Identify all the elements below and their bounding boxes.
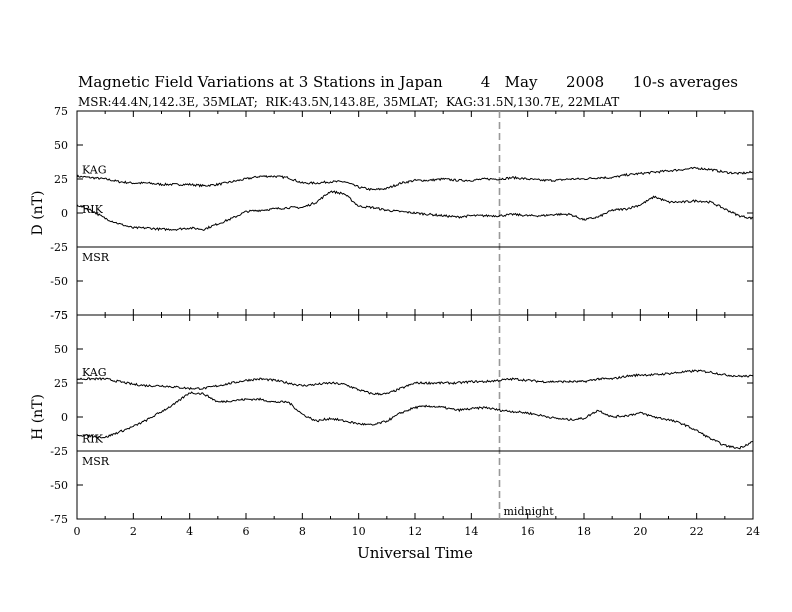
y-tick-label: 0 xyxy=(61,411,68,424)
y-tick-label: 50 xyxy=(54,139,68,152)
chart-title: Magnetic Field Variations at 3 Stations … xyxy=(78,73,739,91)
x-tick-label: 22 xyxy=(690,525,704,538)
y-axis-label: H (nT) xyxy=(30,394,46,440)
x-tick-label: 16 xyxy=(521,525,535,538)
y-tick-label: -75 xyxy=(50,309,68,322)
y-tick-label: 0 xyxy=(61,207,68,220)
x-tick-label: 0 xyxy=(74,525,81,538)
series-line-kag xyxy=(76,369,754,396)
series-label-kag: KAG xyxy=(82,366,107,379)
series-label-rik: RIK xyxy=(82,203,104,216)
x-tick-label: 14 xyxy=(464,525,478,538)
y-tick-label: -50 xyxy=(50,275,68,288)
y-tick-label: -25 xyxy=(50,445,68,458)
y-tick-label: 25 xyxy=(54,173,68,186)
station-info-subtitle: MSR:44.4N,142.3E, 35MLAT; RIK:43.5N,143.… xyxy=(78,95,620,109)
x-tick-label: 6 xyxy=(243,525,250,538)
series-label-kag: KAG xyxy=(82,163,107,176)
y-tick-label: -50 xyxy=(50,479,68,492)
y-tick-label: 75 xyxy=(54,309,68,322)
x-tick-label: 4 xyxy=(186,525,193,538)
panel-d: 75 50 25 0 -25 -50 -75 D (nT) KAG RIK MSR xyxy=(30,105,754,322)
midnight-label: midnight xyxy=(504,505,555,518)
y-tick-label: -25 xyxy=(50,241,68,254)
x-tick-label: 8 xyxy=(299,525,306,538)
series-line-rik xyxy=(76,391,754,450)
series-line-kag xyxy=(76,166,753,192)
x-tick-label: 2 xyxy=(130,525,137,538)
series-label-rik: RIK xyxy=(82,433,104,446)
x-tick-label: 18 xyxy=(577,525,591,538)
x-tick-label: 24 xyxy=(746,525,760,538)
x-axis-label: Universal Time xyxy=(357,544,473,562)
y-tick-label: -75 xyxy=(50,513,68,526)
y-tick-label: 50 xyxy=(54,343,68,356)
x-tick-label: 10 xyxy=(352,525,366,538)
series-label-msr: MSR xyxy=(82,251,110,264)
x-tick-label: 20 xyxy=(633,525,647,538)
x-tick-label: 12 xyxy=(408,525,422,538)
y-axis-label: D (nT) xyxy=(30,191,46,236)
series-line-rik xyxy=(76,190,754,232)
y-tick-label: 25 xyxy=(54,377,68,390)
plot-frame xyxy=(76,314,754,520)
y-tick-label: 75 xyxy=(54,105,68,118)
series-label-msr: MSR xyxy=(82,455,110,468)
